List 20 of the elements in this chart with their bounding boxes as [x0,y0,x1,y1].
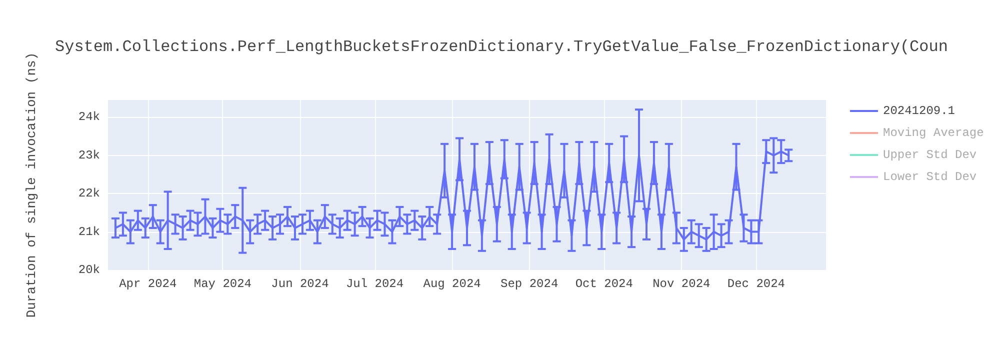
y-tick-label: 21k [78,224,100,239]
y-tick-label: 22k [78,186,100,201]
x-tick-label: May 2024 [194,277,252,291]
legend-label: Lower Std Dev [883,170,977,184]
y-axis-title: Duration of single invocation (ns) [24,52,39,318]
x-tick-label: Oct 2024 [575,277,633,291]
y-tick-label: 24k [78,110,100,124]
x-tick-label: Nov 2024 [652,277,710,291]
x-tick-label: Aug 2024 [423,277,481,291]
x-tick-label: Apr 2024 [119,277,177,291]
y-tick-label: 20k [78,263,100,277]
legend-label: 20241209.1 [883,104,956,118]
y-tick-label: 23k [78,148,100,162]
x-tick-label: Dec 2024 [727,277,785,291]
x-tick-label: Jun 2024 [271,277,329,291]
x-tick-label: Sep 2024 [500,277,558,291]
legend-label: Upper Std Dev [883,148,977,162]
chart-title: System.Collections.Perf_LengthBucketsFrozenDictionary.TryGetValue_False_FrozenDictionary(Coun [55,38,948,56]
x-tick-label: Jul 2024 [346,277,404,291]
legend-label: Moving Average [883,126,984,140]
